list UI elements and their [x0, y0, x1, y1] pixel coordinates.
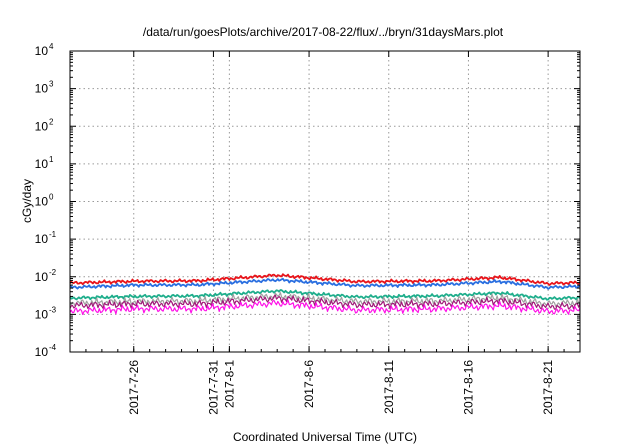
y-tick-exponent: 1 [49, 155, 54, 164]
y-tick-label: 10 [35, 82, 49, 96]
x-tick-label: 2017-7-26 [127, 360, 141, 415]
y-tick-label: 10 [35, 195, 49, 209]
x-tick-label: 2017-8-11 [382, 360, 396, 414]
data-series [69, 273, 581, 315]
x-tick-label: 2017-7-31 [206, 360, 220, 415]
y-tick-label: 10 [35, 270, 49, 284]
y-tick-label: 10 [35, 307, 49, 321]
series-line-3 [69, 289, 581, 301]
y-tick-label: 10 [35, 157, 49, 171]
series-line-1 [69, 273, 581, 286]
x-tick-label: 2017-8-21 [541, 360, 555, 415]
grid-lines [70, 51, 580, 352]
x-axis-ticks: 2017-7-26 2017-7-31 2017-8-1 2017-8-6 2017-8… [69, 51, 581, 415]
x-tick-label: 2017-8-1 [222, 360, 236, 408]
series-line-5 [69, 294, 581, 310]
x-axis-label: Coordinated Universal Time (UTC) [233, 430, 417, 444]
y-tick-exponent: -4 [49, 343, 57, 352]
y-tick-label: 10 [35, 232, 49, 246]
y-tick-exponent: 3 [49, 80, 54, 89]
x-tick-label: 2017-8-6 [302, 360, 316, 408]
series-line-2 [69, 277, 581, 290]
y-axis-label: cGy/day [20, 179, 34, 223]
y-tick-exponent: -2 [49, 268, 57, 277]
y-tick-label: 10 [35, 345, 49, 359]
x-tick-label: 2017-8-16 [461, 360, 475, 415]
y-tick-exponent: 2 [49, 117, 54, 126]
series-line-6 [69, 299, 581, 315]
y-tick-exponent: 4 [49, 42, 54, 51]
series-line-4 [69, 292, 581, 308]
y-tick-label: 10 [35, 44, 49, 58]
y-tick-exponent: 0 [49, 193, 54, 202]
y-tick-exponent: -1 [49, 230, 57, 239]
chart-title: /data/run/goesPlots/archive/2017-08-22/f… [143, 25, 504, 39]
y-tick-exponent: -3 [49, 305, 57, 314]
y-tick-label: 10 [35, 119, 49, 133]
